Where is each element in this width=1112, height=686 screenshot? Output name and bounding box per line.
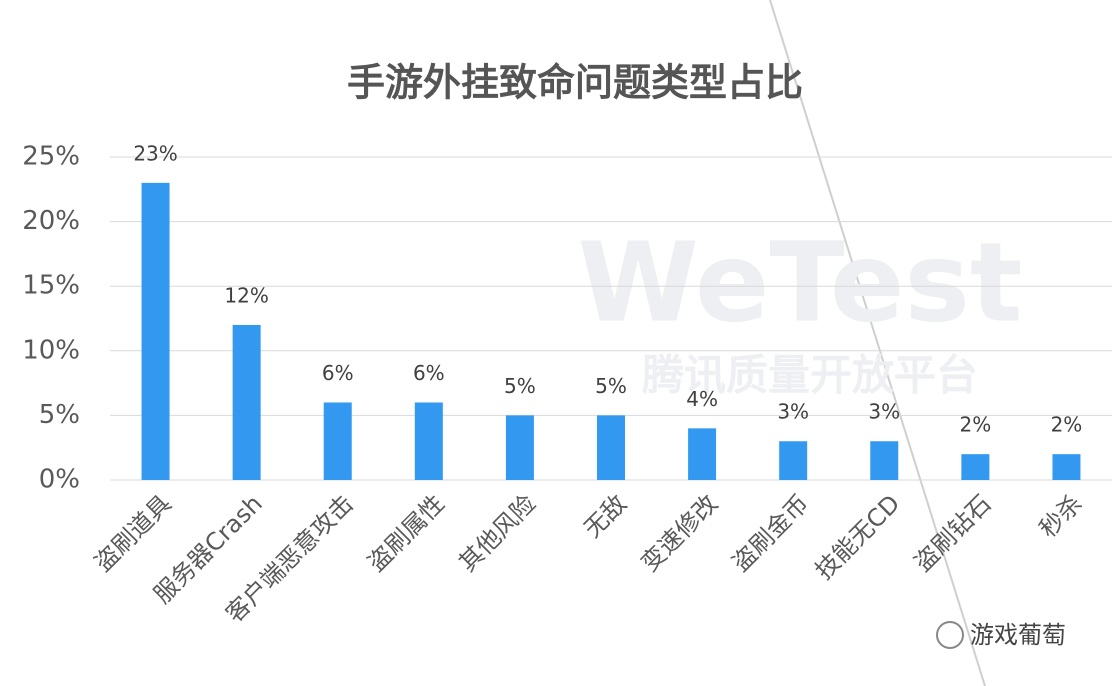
x-tick-label: 盗刷钻石 bbox=[909, 489, 997, 577]
y-tick-label: 10% bbox=[22, 335, 80, 365]
bar bbox=[597, 415, 625, 480]
y-tick-label: 20% bbox=[22, 206, 80, 236]
bar bbox=[323, 402, 352, 480]
value-label: 12% bbox=[224, 283, 268, 307]
bar bbox=[688, 428, 717, 480]
y-tick-label: 5% bbox=[39, 400, 80, 430]
value-label: 4% bbox=[686, 387, 718, 411]
value-label: 3% bbox=[868, 400, 900, 424]
value-label: 6% bbox=[413, 361, 445, 385]
value-label: 6% bbox=[322, 361, 354, 385]
x-tick-label: 无敌 bbox=[578, 489, 632, 543]
value-label: 5% bbox=[595, 374, 627, 398]
bar bbox=[1052, 454, 1081, 480]
value-label: 2% bbox=[1051, 413, 1083, 437]
decor-line bbox=[769, 0, 986, 686]
y-tick-label: 15% bbox=[22, 271, 80, 301]
x-tick-label: 其他风险 bbox=[453, 489, 541, 577]
source: 游戏葡萄 bbox=[970, 621, 1066, 649]
bar bbox=[961, 454, 990, 480]
x-tick-label: 技能无CD bbox=[810, 489, 906, 585]
value-label: 5% bbox=[504, 374, 536, 398]
watermark: 腾讯质量开放平台 bbox=[642, 351, 978, 400]
bar bbox=[779, 441, 808, 480]
y-tick-label: 0% bbox=[39, 465, 80, 495]
x-tick-label: 变速修改 bbox=[636, 489, 724, 577]
bar bbox=[141, 182, 170, 480]
bar bbox=[232, 324, 261, 480]
y-tick-label: 25% bbox=[22, 142, 80, 172]
x-tick-label: 秒杀 bbox=[1034, 489, 1088, 543]
chart-title: 手游外挂致命问题类型占比 bbox=[347, 61, 803, 105]
source-icon bbox=[936, 621, 964, 649]
x-tick-label: 盗刷属性 bbox=[362, 489, 450, 577]
bar bbox=[870, 441, 899, 480]
x-tick-label: 盗刷金币 bbox=[727, 489, 815, 577]
x-tick-label: 盗刷道具 bbox=[89, 489, 177, 577]
bar bbox=[414, 402, 443, 480]
value-label: 23% bbox=[133, 141, 177, 165]
watermark: WeTest bbox=[577, 218, 1022, 346]
bar bbox=[505, 415, 534, 480]
value-label: 2% bbox=[959, 413, 991, 437]
value-label: 3% bbox=[777, 400, 809, 424]
